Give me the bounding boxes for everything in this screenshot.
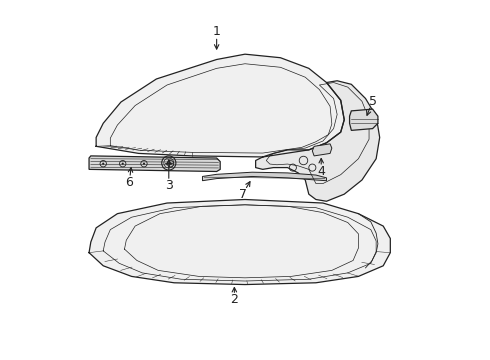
Polygon shape <box>89 156 220 171</box>
Text: 7: 7 <box>239 188 247 201</box>
Text: 3: 3 <box>165 179 173 192</box>
Text: 1: 1 <box>213 25 220 39</box>
Polygon shape <box>349 109 378 130</box>
Circle shape <box>122 163 124 165</box>
Circle shape <box>170 163 172 165</box>
Text: 6: 6 <box>125 176 133 189</box>
Text: 4: 4 <box>317 165 325 178</box>
Text: 5: 5 <box>369 95 377 108</box>
Text: 2: 2 <box>230 293 238 306</box>
Polygon shape <box>312 144 332 156</box>
Polygon shape <box>256 81 380 201</box>
Polygon shape <box>89 199 391 284</box>
Polygon shape <box>202 172 326 181</box>
Circle shape <box>143 163 145 165</box>
Polygon shape <box>96 54 344 157</box>
Circle shape <box>102 163 104 165</box>
